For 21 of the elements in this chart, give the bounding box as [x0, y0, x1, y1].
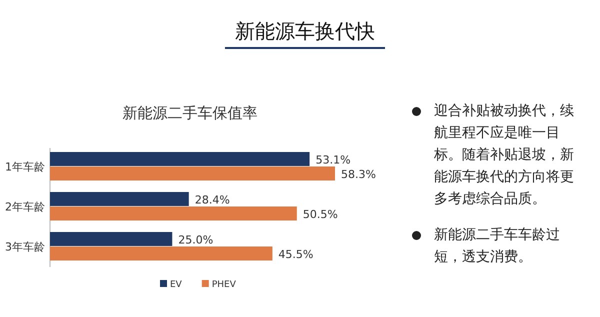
- data-label: 50.5%: [302, 208, 338, 221]
- text: 新能源二手车车龄过短，透支消费。: [434, 226, 561, 267]
- bar: [50, 232, 172, 246]
- bar: [50, 206, 297, 220]
- data-label: 25.0%: [178, 233, 214, 246]
- y-tick-label: 1年车龄: [5, 160, 45, 174]
- bar: [50, 152, 310, 166]
- chart-subtitle: 新能源二手车保值率: [122, 104, 258, 122]
- text: 迎合补贴被动换代，续航里程不应是唯一目标。随着补贴退坡，新能源车换代的方向将更多考虑综合品质。: [434, 102, 575, 209]
- data-label: 58.3%: [341, 168, 376, 181]
- bar: [50, 192, 189, 206]
- legend-label: PHEV: [212, 280, 237, 290]
- data-label: 45.5%: [278, 248, 314, 261]
- bar: [50, 166, 335, 180]
- legend-label: EV: [170, 280, 183, 290]
- y-tick-label: 3年车龄: [5, 240, 45, 254]
- chart-title: 新能源车换代快: [235, 19, 375, 43]
- bar: [50, 246, 272, 260]
- data-label: 53.1%: [316, 153, 351, 166]
- y-tick-label: 2年车龄: [5, 200, 45, 214]
- data-label: 28.4%: [194, 193, 230, 206]
